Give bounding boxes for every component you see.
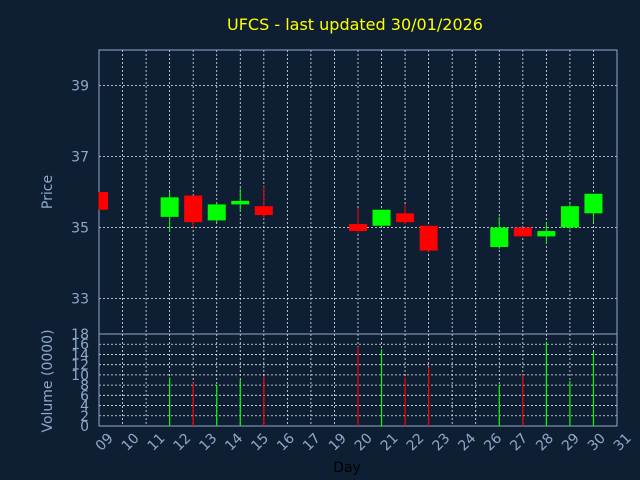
candle: [349, 207, 367, 233]
candle-body: [160, 197, 179, 217]
day-tick-label: 11: [145, 430, 169, 454]
day-tick-label: 30: [585, 430, 609, 454]
day-tick-label: 12: [171, 430, 195, 454]
day-tick-label: 09: [93, 430, 117, 454]
candle-body: [372, 209, 391, 226]
candle-body: [419, 225, 438, 251]
candle-body: [254, 206, 273, 216]
candle: [207, 202, 226, 223]
day-tick-label: 31: [611, 430, 635, 454]
x-axis: 09 10 11 12 13 14 15 16 17 19 20 21 22 23 24 26 27 28 29 30…: [93, 430, 635, 454]
day-tick-label: 14: [222, 430, 246, 454]
candle-body: [560, 206, 579, 228]
price-tick-label: 37: [71, 150, 89, 166]
candle-body: [490, 227, 509, 248]
day-tick-label: 17: [300, 430, 324, 454]
day-tick-label: 21: [378, 430, 402, 454]
chart-title: UFCS - last updated 30/01/2026: [227, 15, 483, 34]
day-tick-label: 27: [507, 430, 531, 454]
candle: [231, 188, 250, 212]
candle: [184, 195, 203, 228]
candle-body: [513, 227, 532, 237]
day-tick-label: 26: [481, 430, 505, 454]
day-tick-label: 13: [196, 430, 220, 454]
price-tick-label: 35: [71, 221, 89, 237]
candle-body: [349, 223, 367, 232]
volume-tick-label: 18: [71, 327, 89, 343]
volume-tick-label: 10: [71, 368, 89, 384]
candle: [372, 209, 391, 228]
candle-body: [584, 193, 603, 214]
candle: [396, 204, 415, 224]
day-tick-label: 20: [352, 430, 376, 454]
volume-axis-label: Volume (0000): [40, 329, 56, 432]
volume-tick-label: 4: [80, 399, 89, 415]
candle-body: [184, 195, 203, 223]
volume-tick-label: 8: [80, 378, 89, 394]
candle-body: [396, 213, 415, 223]
candle: [537, 222, 556, 244]
price-tick-label: 39: [71, 79, 89, 95]
candle-body: [207, 204, 226, 221]
candle: [584, 193, 603, 223]
volume-tick-label: 2: [80, 409, 89, 425]
candle-body: [537, 231, 556, 237]
price-tick-label: 33: [71, 292, 89, 308]
volume-tick-label: 14: [71, 347, 89, 363]
day-tick-label: 10: [119, 430, 143, 454]
candle: [98, 192, 108, 210]
volume-tick-label: 12: [71, 358, 89, 374]
candle-body: [99, 192, 108, 210]
day-tick-label: 28: [533, 430, 557, 454]
day-axis-label: Day: [333, 460, 361, 476]
day-tick-label: 15: [248, 430, 272, 454]
price-axis-label: Price: [40, 175, 56, 209]
candle: [254, 186, 273, 219]
day-tick-label: 16: [274, 430, 298, 454]
candle: [513, 227, 532, 237]
day-tick-label: 29: [559, 430, 583, 454]
day-tick-label: 23: [430, 430, 454, 454]
candle: [560, 204, 579, 230]
candle: [419, 225, 438, 253]
volume-tick-label: 0: [80, 419, 89, 435]
candle-body: [231, 200, 250, 205]
day-tick-label: 19: [326, 430, 350, 454]
volume-tick-label: 16: [71, 337, 89, 353]
candle: [490, 216, 509, 249]
candle: [160, 192, 179, 232]
day-tick-label: 24: [455, 430, 479, 454]
price-panel: 33 35 37 39: [71, 49, 618, 335]
volume-tick-label: 6: [80, 388, 89, 404]
day-tick-label: 22: [404, 430, 428, 454]
